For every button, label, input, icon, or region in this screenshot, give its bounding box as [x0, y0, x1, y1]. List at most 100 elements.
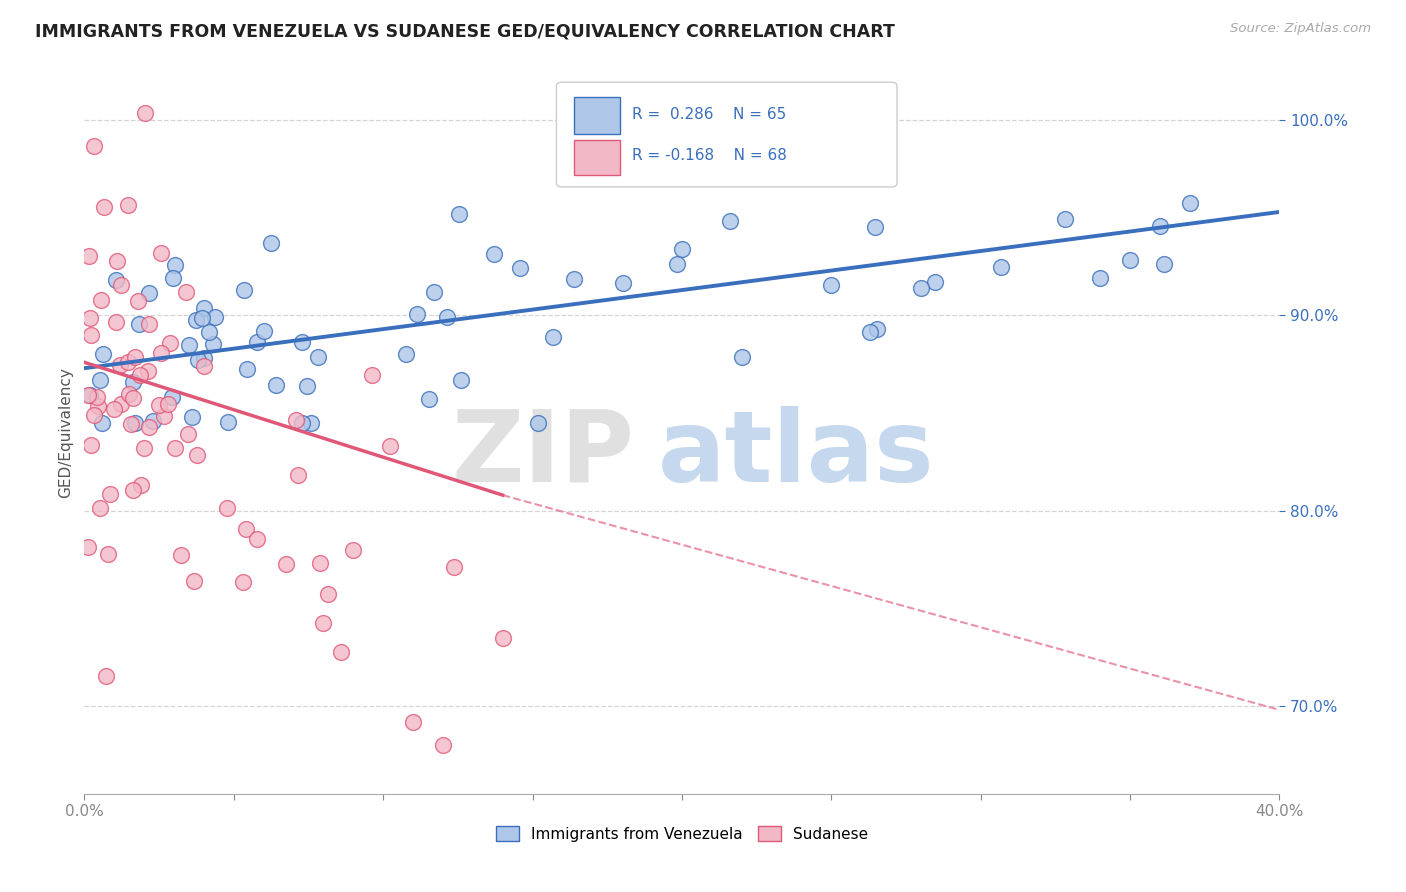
- Point: [90, 293, 112, 307]
- Point: [138, 419, 160, 434]
- Point: [193, 351, 215, 365]
- Point: [285, 412, 308, 426]
- Point: [378, 439, 401, 453]
- Point: [509, 260, 531, 275]
- Point: [142, 414, 165, 428]
- Point: [156, 397, 179, 411]
- Point: [128, 317, 150, 331]
- Point: [666, 257, 689, 271]
- Point: [309, 556, 332, 570]
- Point: [402, 715, 425, 730]
- Point: [108, 358, 131, 372]
- Bar: [575, 140, 620, 175]
- Point: [149, 246, 172, 260]
- Point: [863, 219, 886, 234]
- Point: [1153, 257, 1175, 271]
- Point: [124, 351, 146, 365]
- Point: [83, 138, 105, 153]
- Point: [186, 313, 208, 327]
- Point: [136, 364, 159, 378]
- Point: [181, 410, 204, 425]
- Point: [83, 408, 105, 422]
- Y-axis label: GED/Equivalency: GED/Equivalency: [58, 368, 73, 498]
- Point: [291, 416, 314, 430]
- Point: [190, 311, 212, 326]
- Point: [432, 738, 454, 752]
- Point: [186, 448, 208, 462]
- Point: [97, 547, 120, 561]
- Point: [183, 574, 205, 588]
- Point: [129, 368, 152, 383]
- Point: [159, 335, 181, 350]
- Legend: Immigrants from Venezuela, Sudanese: Immigrants from Venezuela, Sudanese: [489, 820, 875, 847]
- Point: [105, 273, 128, 287]
- Point: [90, 416, 112, 430]
- Point: [153, 409, 176, 423]
- Point: [295, 379, 318, 393]
- Point: [165, 258, 187, 272]
- Point: [132, 441, 155, 455]
- Point: [395, 347, 418, 361]
- Point: [86, 399, 108, 413]
- Point: [312, 615, 335, 630]
- Point: [129, 478, 152, 492]
- Point: [79, 388, 101, 402]
- Point: [174, 285, 197, 299]
- Point: [342, 543, 364, 558]
- Point: [165, 441, 187, 455]
- Point: [562, 272, 585, 286]
- Point: [77, 540, 100, 554]
- Point: [160, 390, 183, 404]
- Point: [198, 326, 221, 340]
- Point: [731, 350, 754, 364]
- Point: [193, 359, 215, 374]
- Text: R = -0.168    N = 68: R = -0.168 N = 68: [631, 148, 786, 163]
- Point: [291, 335, 314, 350]
- Bar: [575, 96, 620, 134]
- Point: [91, 347, 114, 361]
- Point: [316, 587, 339, 601]
- Point: [924, 276, 946, 290]
- Point: [187, 352, 209, 367]
- Point: [103, 402, 125, 417]
- Point: [612, 276, 634, 290]
- Point: [274, 558, 297, 572]
- Point: [110, 278, 132, 293]
- Point: [307, 350, 329, 364]
- Point: [423, 285, 446, 299]
- Point: [287, 468, 309, 483]
- FancyBboxPatch shape: [557, 82, 897, 187]
- Point: [541, 330, 564, 344]
- Point: [233, 283, 256, 297]
- Point: [110, 397, 132, 411]
- Point: [76, 388, 98, 402]
- Point: [443, 559, 465, 574]
- Point: [94, 669, 117, 683]
- Point: [859, 325, 882, 339]
- Point: [150, 345, 173, 359]
- Point: [117, 355, 139, 369]
- Point: [436, 310, 458, 325]
- Point: [122, 391, 145, 405]
- Point: [79, 311, 101, 326]
- Point: [177, 426, 200, 441]
- Point: [120, 417, 142, 431]
- Point: [266, 377, 288, 392]
- Point: [98, 487, 121, 501]
- Point: [204, 310, 226, 324]
- Point: [1178, 195, 1201, 210]
- Point: [1119, 252, 1142, 267]
- Point: [217, 501, 239, 516]
- Point: [86, 390, 108, 404]
- Point: [124, 416, 146, 430]
- Point: [718, 213, 741, 227]
- Point: [138, 285, 160, 300]
- Point: [253, 324, 276, 338]
- Point: [104, 315, 127, 329]
- Text: R =  0.286    N = 65: R = 0.286 N = 65: [631, 107, 786, 122]
- Point: [179, 338, 201, 352]
- Point: [162, 271, 184, 285]
- Point: [80, 328, 103, 343]
- Point: [105, 254, 128, 268]
- Point: [418, 392, 440, 406]
